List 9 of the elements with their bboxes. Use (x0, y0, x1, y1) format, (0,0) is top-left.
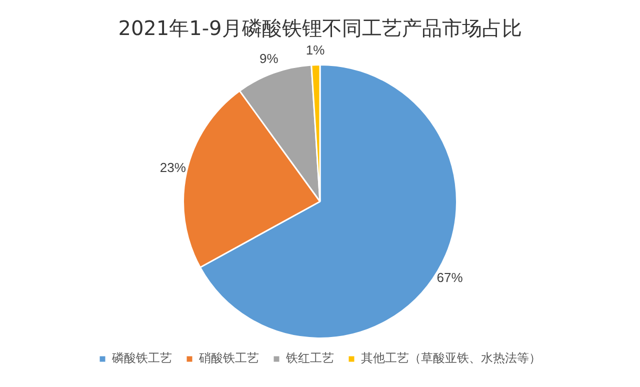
data-label: 23% (160, 160, 186, 176)
legend-label: 硝酸铁工艺 (198, 351, 259, 366)
data-label: 9% (260, 51, 279, 66)
legend-label: 铁红工艺 (285, 351, 334, 366)
legend-label: 其他工艺（草酸亚铁、水热法等） (361, 351, 541, 366)
legend-label: 磷酸铁工艺 (111, 351, 172, 366)
data-label: 67% (436, 270, 464, 285)
data-label: 1% (306, 42, 326, 58)
chart-title: 2021年1-9月磷酸铁锂不同工艺产品市场占比 (118, 16, 522, 40)
